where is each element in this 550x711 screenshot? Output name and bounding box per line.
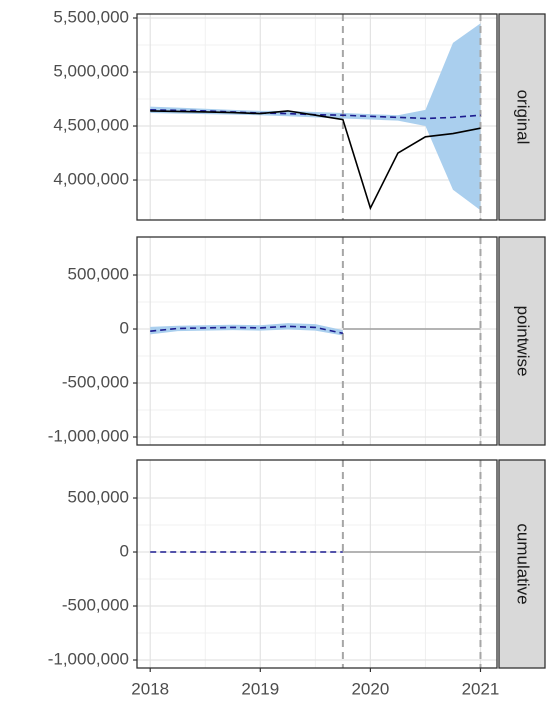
series-line [150,325,344,335]
y-tick-label: 0 [120,318,129,337]
x-tick-label: 2018 [131,679,169,698]
y-tick-label: 500,000 [68,487,129,506]
y-tick-label: 5,000,000 [53,61,129,80]
facet-strip [498,459,546,669]
x-tick-label: 2020 [351,679,389,698]
y-tick-label: 5,500,000 [53,7,129,26]
x-tick-label: 2021 [462,679,500,698]
facet-strip [498,13,546,221]
facet-label: original [514,90,533,145]
panel-border [136,236,498,446]
panel-border [136,13,498,221]
y-tick-label: 500,000 [68,264,129,283]
y-tick-label: 4,000,000 [53,170,129,189]
facet-label: cumulative [514,523,533,604]
y-tick-label: 0 [120,541,129,560]
y-tick-label: -500,000 [62,372,129,391]
x-tick-label: 2019 [241,679,279,698]
y-tick-label: -1,000,000 [48,426,129,445]
panel-border [136,459,498,669]
panel [137,460,497,668]
y-tick-label: -1,000,000 [48,649,129,668]
y-tick-label: 4,500,000 [53,116,129,135]
panel-background [137,460,497,668]
facet-label: pointwise [514,306,533,377]
interval-band [150,23,481,211]
series-line [150,110,481,211]
facet-strip [498,236,546,446]
panel-background [137,237,497,445]
y-tick-label: -500,000 [62,595,129,614]
panel [137,237,497,445]
